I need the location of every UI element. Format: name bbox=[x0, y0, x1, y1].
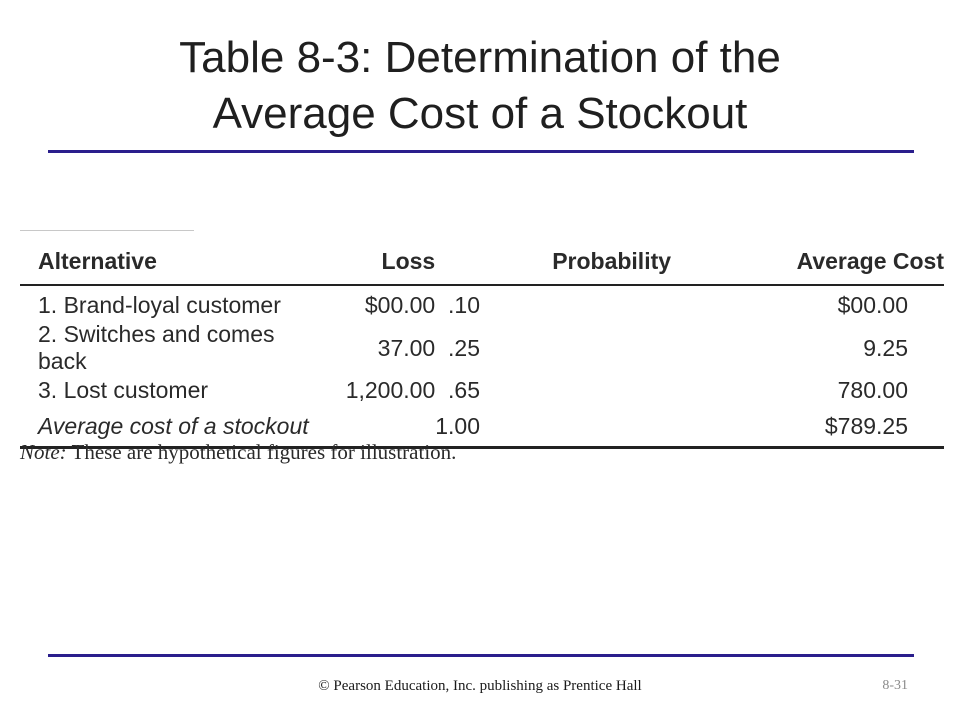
header-loss: Loss bbox=[381, 247, 436, 274]
note-text: These are hypothetical figures for illus… bbox=[66, 440, 457, 464]
title-line-2: Average Cost of a Stockout bbox=[212, 89, 748, 138]
stockout-table-container: Alternative Loss Probability Average Cos… bbox=[20, 232, 944, 449]
note-label: Note: bbox=[20, 440, 67, 464]
top-divider bbox=[48, 150, 914, 153]
stockout-cost-table: Alternative Loss Probability Average Cos… bbox=[20, 232, 944, 449]
cell-total-probability: 1.00 bbox=[435, 412, 480, 439]
cell-average-cost: $00.00 bbox=[837, 292, 908, 318]
cell-alternative: 1. Brand-loyal customer bbox=[38, 292, 281, 318]
table-row: 3. Lost customer 1,200.00 .65 780.00 bbox=[20, 375, 944, 406]
cell-average-cost: 9.25 bbox=[863, 334, 908, 361]
cell-loss: 1,200.00 bbox=[345, 377, 436, 403]
table-note: Note: These are hypothetical figures for… bbox=[20, 440, 456, 465]
table-row: 1. Brand-loyal customer $00.00 .10 $00.0… bbox=[20, 285, 944, 321]
table-total-row: Average cost of a stockout 1.00 $789.25 bbox=[20, 406, 944, 448]
cell-alternative: 3. Lost customer bbox=[38, 377, 209, 403]
cell-probability: .65 bbox=[448, 377, 480, 403]
page-number: 8-31 bbox=[882, 678, 908, 693]
title-line-1: Table 8-3: Determination of the bbox=[179, 33, 781, 82]
cell-average-cost: 780.00 bbox=[837, 377, 908, 403]
header-probability: Probability bbox=[552, 247, 672, 274]
slide-title: Table 8-3: Determination of the Average … bbox=[48, 30, 912, 142]
cell-probability: .10 bbox=[448, 292, 480, 318]
cell-probability: .25 bbox=[448, 334, 480, 361]
table-header-row: Alternative Loss Probability Average Cos… bbox=[20, 232, 944, 285]
header-average-cost: Average Cost bbox=[796, 247, 944, 274]
table-row: 2. Switches and comes back 37.00 .25 9.2… bbox=[20, 321, 944, 375]
cell-loss: 37.00 bbox=[377, 334, 436, 361]
footer-credit: © Pearson Education, Inc. publishing as … bbox=[318, 678, 642, 694]
table-corner-line bbox=[20, 230, 194, 231]
cell-total-label: Average cost of a stockout bbox=[38, 412, 309, 439]
header-alternative: Alternative bbox=[38, 247, 157, 274]
cell-alternative: 2. Switches and comes back bbox=[38, 321, 275, 374]
bottom-divider bbox=[48, 654, 914, 657]
cell-loss: $00.00 bbox=[364, 292, 436, 318]
cell-total-average-cost: $789.25 bbox=[824, 412, 908, 439]
